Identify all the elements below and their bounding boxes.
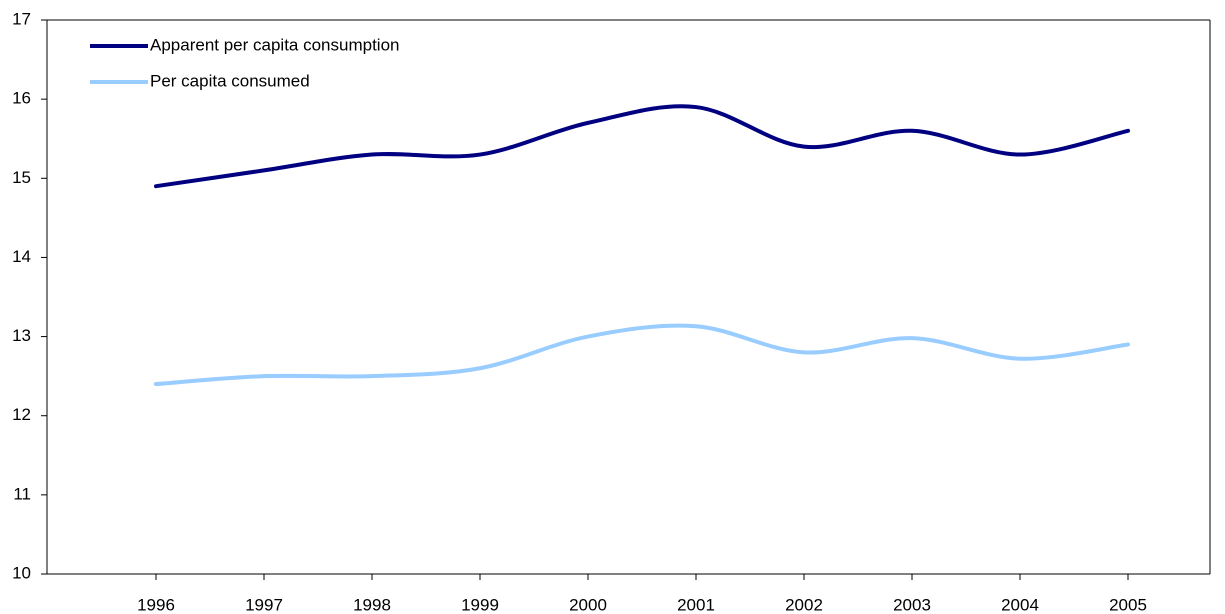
y-tick-label: 14	[12, 247, 31, 266]
y-tick-label: 10	[12, 563, 31, 582]
x-tick-label: 2005	[1109, 595, 1147, 614]
y-tick-label: 17	[12, 9, 31, 28]
x-tick-label: 1998	[353, 595, 391, 614]
y-tick-label: 11	[13, 484, 31, 503]
data-line	[154, 104, 1130, 189]
x-tick-label: 2000	[569, 595, 607, 614]
x-tick-label: 1996	[137, 595, 175, 614]
legend-label: Apparent per capita consumption	[150, 35, 400, 54]
y-tick-label: 16	[12, 89, 31, 108]
data-line	[154, 323, 1130, 387]
x-tick-label: 1999	[461, 595, 499, 614]
x-tick-label: 2001	[677, 595, 715, 614]
legend-label: Per capita consumed	[150, 71, 310, 90]
y-tick-label: 15	[12, 168, 31, 187]
x-tick-label: 2003	[893, 595, 931, 614]
x-tick-label: 2002	[785, 595, 823, 614]
y-tick-label: 12	[12, 405, 31, 424]
x-tick-label: 2004	[1001, 595, 1039, 614]
y-tick-label: 13	[12, 326, 31, 345]
x-tick-label: 1997	[245, 595, 283, 614]
